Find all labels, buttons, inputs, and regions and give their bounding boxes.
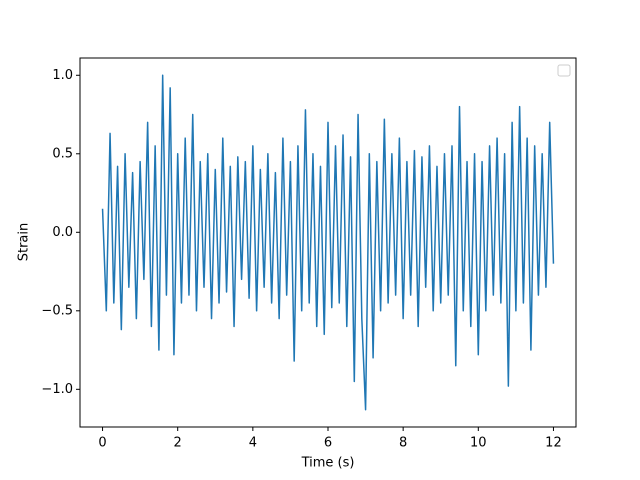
x-tick-label: 0 [98,436,106,451]
y-tick-label: 0.5 [52,146,73,161]
y-axis-label: Strain [17,223,32,262]
x-tick-label: 12 [545,436,562,451]
y-tick-label: 1.0 [52,68,73,83]
y-tick-label: 0.0 [52,225,73,240]
x-tick-label: 8 [399,436,407,451]
legend-box [557,64,571,77]
x-tick-label: 2 [174,436,182,451]
plot [101,74,555,411]
x-axis-label: Time (s) [301,456,355,471]
x-tick-label: 4 [249,436,257,451]
y-tick-label: −0.5 [41,303,73,318]
plot-area [80,58,576,427]
data-line [101,74,555,411]
x-tick-label: 10 [470,436,487,451]
x-tick-label: 6 [324,436,332,451]
y-tick-label: −1.0 [41,382,73,397]
